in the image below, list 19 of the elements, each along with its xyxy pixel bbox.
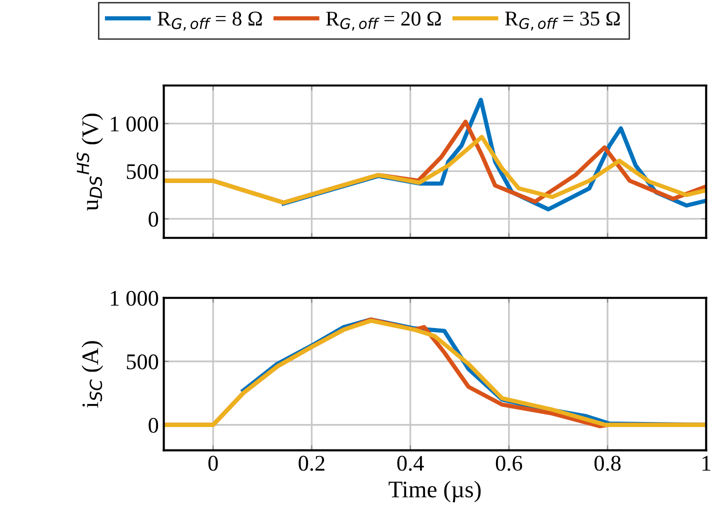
x-tick-label: 0.8 xyxy=(594,456,621,471)
x-axis-title: Time (µs) xyxy=(388,480,481,502)
x-tick-label: 0 xyxy=(208,456,218,471)
y-tick-label: 0 xyxy=(148,212,158,227)
line-series xyxy=(164,134,706,205)
y-tick-label: 1 000 xyxy=(110,290,158,306)
x-tick-label: 1 xyxy=(702,456,710,471)
legend-label: R$_{G,off}$ = 20 Ω xyxy=(326,12,441,31)
x-tick-label: 0.4 xyxy=(397,456,424,471)
y-tick-label: 1 000 xyxy=(110,116,158,132)
y-axis-title: i$_{SC}$ (A) xyxy=(82,341,104,408)
legend-label: R$_{G,off}$ = 8 Ω xyxy=(158,12,262,31)
x-tick-label: 0.6 xyxy=(496,456,522,471)
y-axis-title: u$_{DS}$$^{HS}$ (V) xyxy=(76,114,104,211)
y-tick-label: 500 xyxy=(126,164,158,180)
y-tick-label: 500 xyxy=(126,354,158,370)
legend-label: R$_{G,off}$ = 35 Ω xyxy=(505,12,620,31)
y-tick-label: 0 xyxy=(148,418,158,433)
x-tick-label: 0.2 xyxy=(298,456,324,471)
